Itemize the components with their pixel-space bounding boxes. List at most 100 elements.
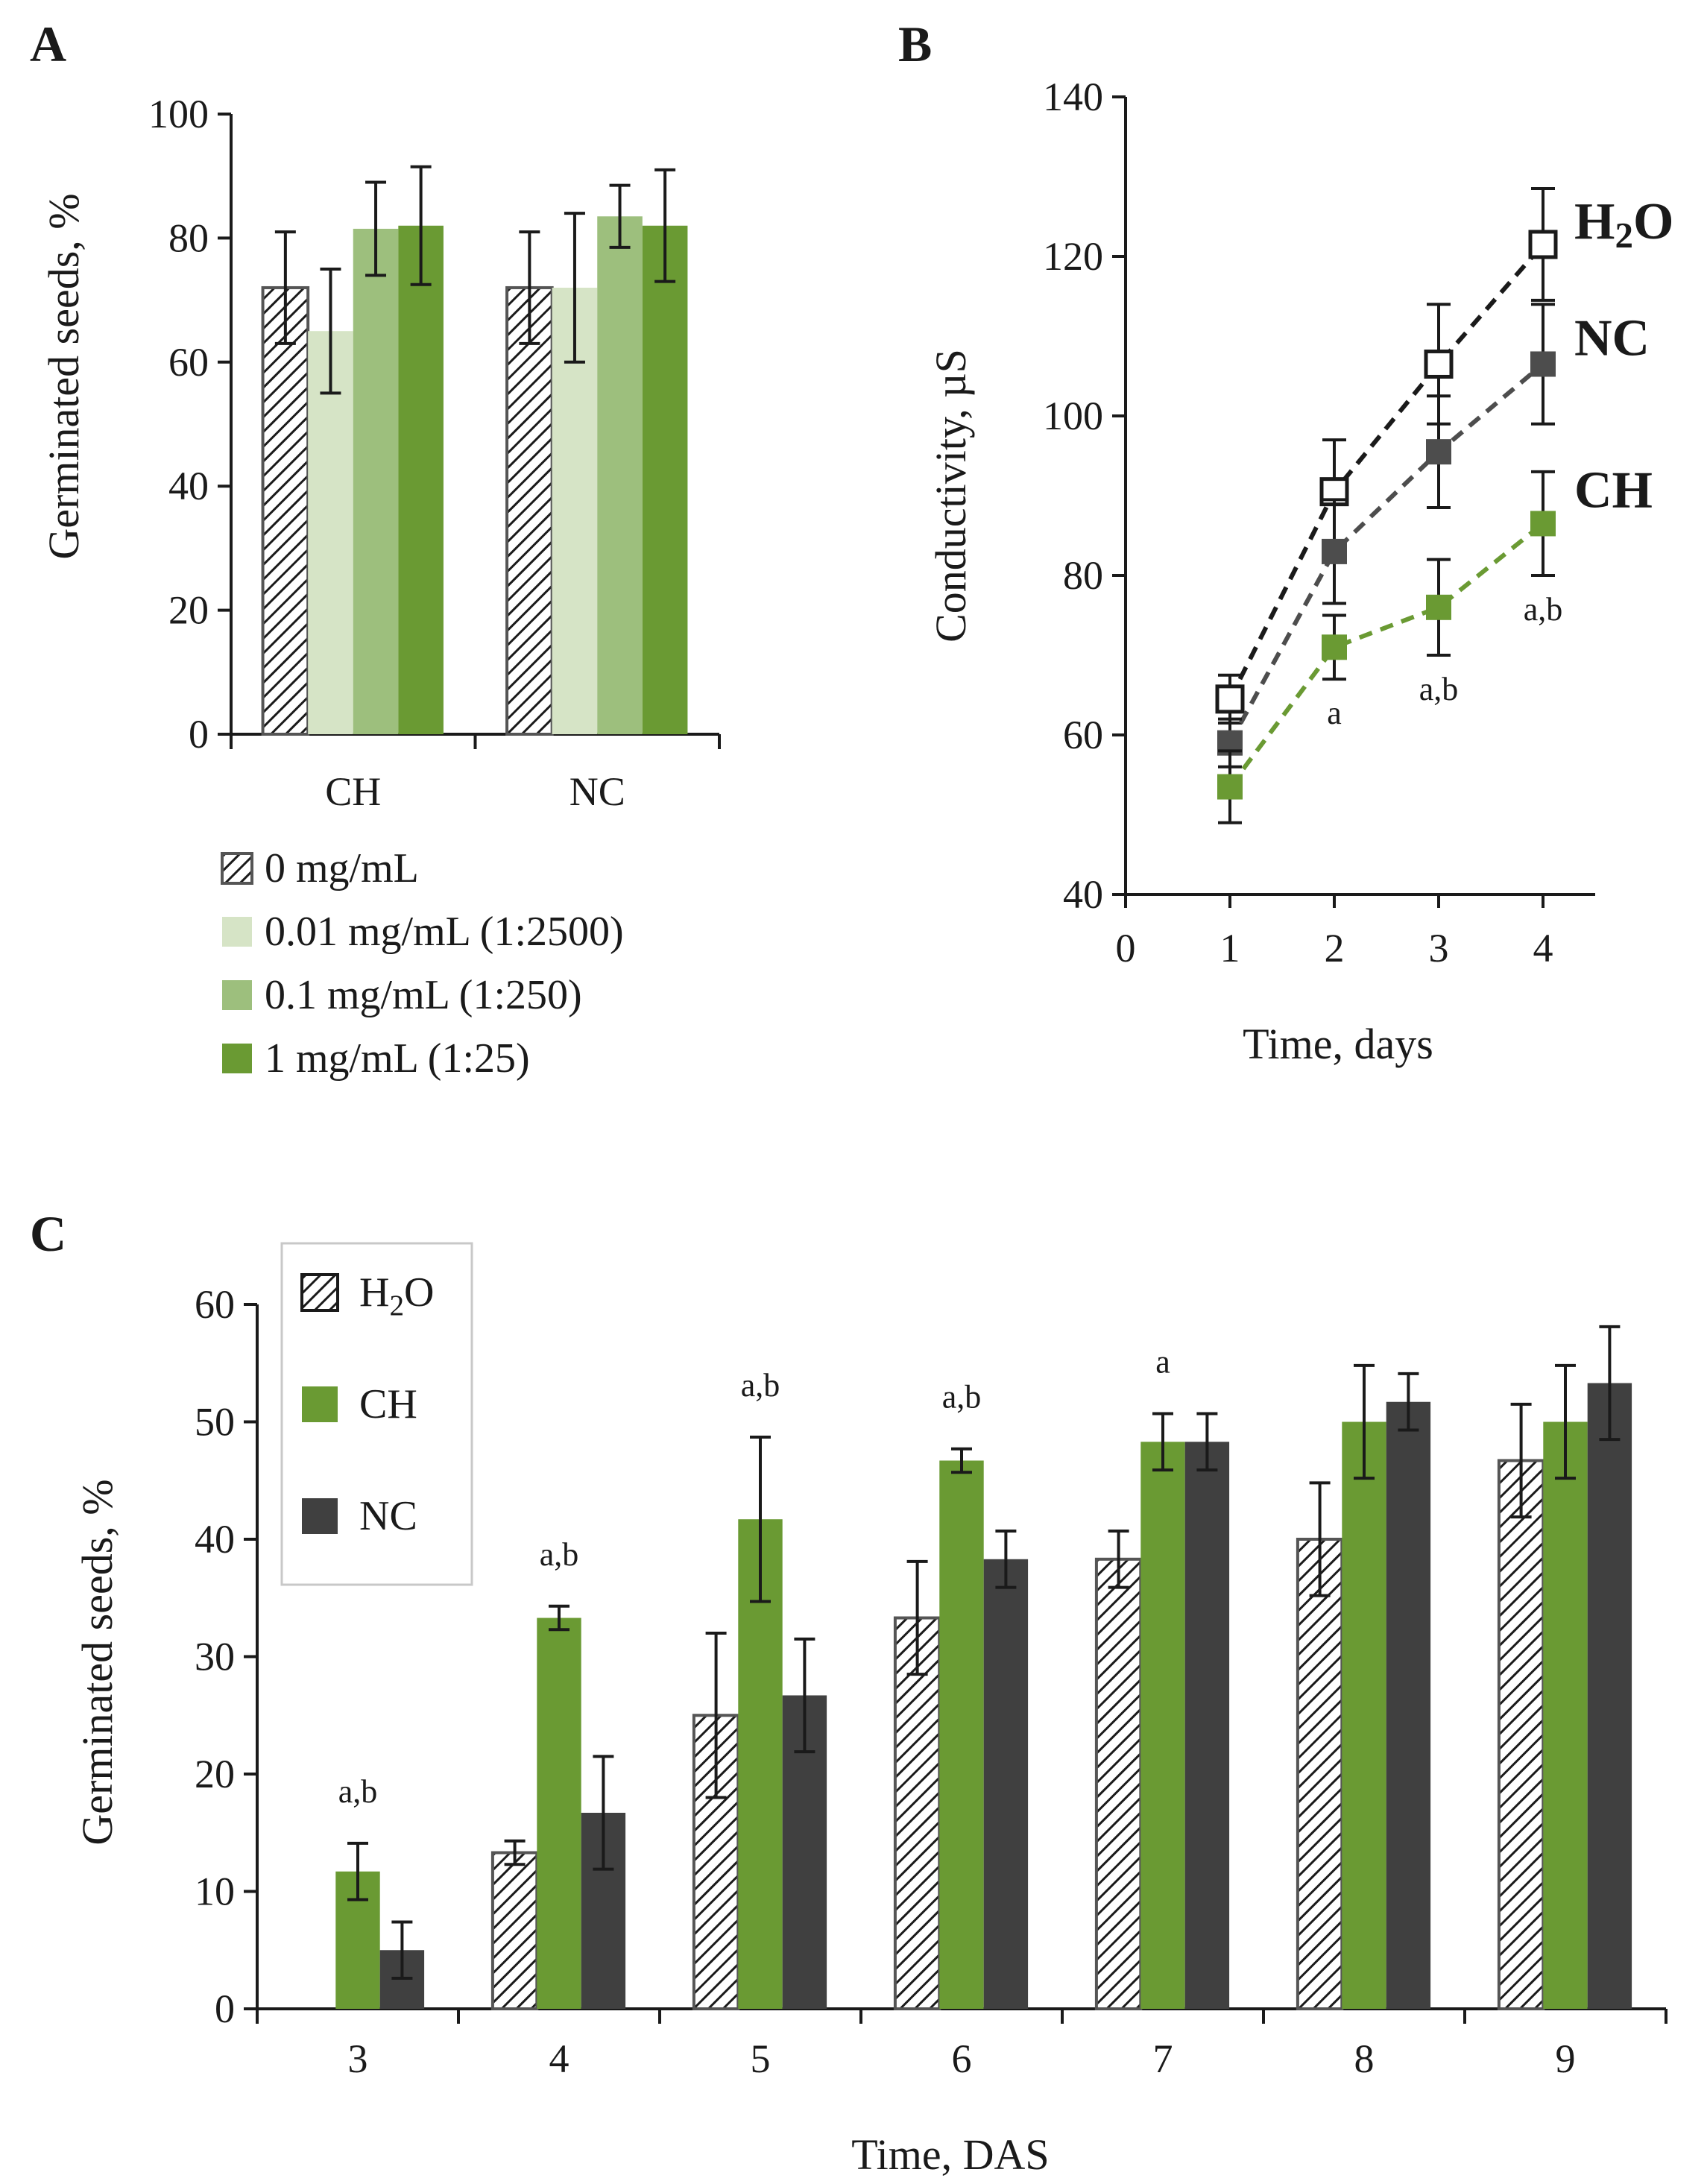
bar bbox=[1140, 1442, 1185, 2009]
y-tick-label: 80 bbox=[1063, 553, 1103, 598]
bar bbox=[1094, 1557, 1143, 2010]
panel-a-letter: A bbox=[30, 16, 66, 72]
data-point bbox=[1426, 594, 1451, 620]
legend-swatch bbox=[300, 1273, 339, 1312]
bar bbox=[261, 285, 310, 736]
significance-label: a,b bbox=[1419, 671, 1459, 707]
legend-swatch bbox=[222, 917, 252, 947]
category-label: 3 bbox=[348, 2036, 368, 2081]
y-tick-label: 40 bbox=[1063, 872, 1103, 917]
legend-label: 1 mg/mL (1:25) bbox=[265, 1035, 530, 1082]
category-label: 5 bbox=[751, 2036, 771, 2081]
x-tick-label: 3 bbox=[1429, 926, 1449, 971]
significance-label: a,b bbox=[741, 1367, 780, 1404]
bar bbox=[308, 331, 353, 734]
legend-swatch bbox=[221, 852, 253, 885]
data-point bbox=[1424, 349, 1454, 379]
panel-c-letter: C bbox=[30, 1205, 66, 1262]
panel-a: A 0 20 40 60 80 100 CH NC Germinated seeds, % 0… bbox=[30, 16, 721, 1082]
panel-c-plot: 0 10 20 30 40 50 60 3 4 5 6 7 8 9 a,b a,b a,b a,b a bbox=[195, 1282, 1667, 2081]
bar bbox=[597, 216, 643, 734]
data-point bbox=[1530, 351, 1556, 377]
category-label: NC bbox=[569, 769, 625, 814]
significance-label: a,b bbox=[1524, 591, 1563, 628]
series-end-label: CH bbox=[1574, 461, 1653, 519]
legend-swatch bbox=[302, 1386, 338, 1422]
bar bbox=[505, 285, 554, 736]
bar bbox=[1587, 1383, 1632, 2009]
y-tick-label: 100 bbox=[1043, 394, 1103, 438]
panel-b-plot: 40 60 80 100 120 140 0 1 2 3 4 H2O NC CH a a,b a,b bbox=[1043, 75, 1673, 971]
significance-label: a bbox=[1327, 695, 1342, 731]
significance-label: a,b bbox=[338, 1773, 378, 1810]
significance-label: a,b bbox=[942, 1379, 982, 1416]
panel-b-letter: B bbox=[898, 16, 932, 72]
series-line bbox=[1228, 242, 1545, 701]
series-line bbox=[1228, 362, 1544, 745]
significance-label: a bbox=[1155, 1343, 1170, 1380]
y-tick-label: 0 bbox=[189, 712, 209, 757]
bar bbox=[1543, 1421, 1588, 2009]
bar bbox=[1184, 1442, 1230, 2009]
panel-a-legend: 0 mg/mL 0.01 mg/mL (1:2500) 0.1 mg/mL (1:2… bbox=[221, 845, 624, 1082]
y-tick-label: 120 bbox=[1043, 234, 1103, 279]
legend-label: 0.1 mg/mL (1:250) bbox=[265, 972, 582, 1018]
category-label: 7 bbox=[1153, 2036, 1173, 2081]
y-tick-label: 20 bbox=[168, 588, 209, 633]
y-tick-label: 40 bbox=[168, 464, 209, 508]
y-tick-label: 60 bbox=[195, 1282, 235, 1327]
y-tick-label: 0 bbox=[215, 1986, 235, 2031]
legend-label: H2O bbox=[359, 1269, 435, 1322]
bar bbox=[642, 225, 688, 734]
y-tick-label: 80 bbox=[168, 215, 209, 260]
legend-label: CH bbox=[359, 1381, 417, 1427]
bar bbox=[1386, 1401, 1431, 2009]
y-tick-label: 60 bbox=[168, 340, 209, 385]
y-tick-label: 10 bbox=[195, 1869, 235, 1914]
bar bbox=[353, 228, 399, 734]
series-end-label: H2O bbox=[1574, 193, 1673, 256]
x-tick-label: 4 bbox=[1533, 926, 1553, 971]
data-point bbox=[1426, 439, 1451, 465]
panel-a-ylabel: Germinated seeds, % bbox=[40, 193, 88, 559]
bar bbox=[1342, 1421, 1386, 2009]
bar bbox=[893, 1616, 941, 2010]
x-tick-label: 0 bbox=[1116, 926, 1136, 971]
bar bbox=[398, 225, 444, 734]
data-point bbox=[1530, 511, 1556, 537]
legend-swatch bbox=[302, 1498, 338, 1534]
panel-c-xlabel: Time, DAS bbox=[851, 2130, 1049, 2179]
category-label: CH bbox=[325, 769, 381, 814]
y-tick-label: 20 bbox=[195, 1752, 235, 1796]
significance-label: a,b bbox=[540, 1536, 579, 1573]
y-tick-label: 140 bbox=[1043, 75, 1103, 119]
legend-swatch bbox=[222, 980, 252, 1010]
bar bbox=[939, 1460, 984, 2009]
category-label: 9 bbox=[1556, 2036, 1576, 2081]
series-line bbox=[1228, 522, 1544, 789]
category-label: 4 bbox=[549, 2036, 569, 2081]
panel-b-xlabel: Time, days bbox=[1243, 1020, 1433, 1068]
x-tick-label: 2 bbox=[1325, 926, 1345, 971]
data-point bbox=[1322, 634, 1347, 660]
legend-label: 0 mg/mL bbox=[265, 845, 419, 891]
bar bbox=[1296, 1538, 1344, 2010]
legend-label: NC bbox=[359, 1493, 417, 1539]
data-point bbox=[1322, 538, 1347, 564]
bar bbox=[1497, 1459, 1545, 2010]
legend-label: 0.01 mg/mL (1:2500) bbox=[265, 909, 624, 955]
data-point bbox=[1528, 230, 1558, 259]
y-tick-label: 40 bbox=[195, 1517, 235, 1562]
data-point bbox=[1215, 684, 1245, 714]
series-end-label: NC bbox=[1574, 309, 1650, 367]
data-point bbox=[1217, 774, 1243, 800]
bar bbox=[983, 1559, 1029, 2009]
category-label: 6 bbox=[952, 2036, 972, 2081]
panel-c-legend: H2O CH NC bbox=[280, 1242, 473, 1586]
bar bbox=[537, 1618, 581, 2009]
panel-a-plot: 0 20 40 60 80 100 CH NC bbox=[148, 92, 721, 814]
panel-b-ylabel: Conductivity, µS bbox=[927, 349, 975, 643]
y-tick-label: 50 bbox=[195, 1400, 235, 1445]
bar bbox=[490, 1851, 539, 2010]
